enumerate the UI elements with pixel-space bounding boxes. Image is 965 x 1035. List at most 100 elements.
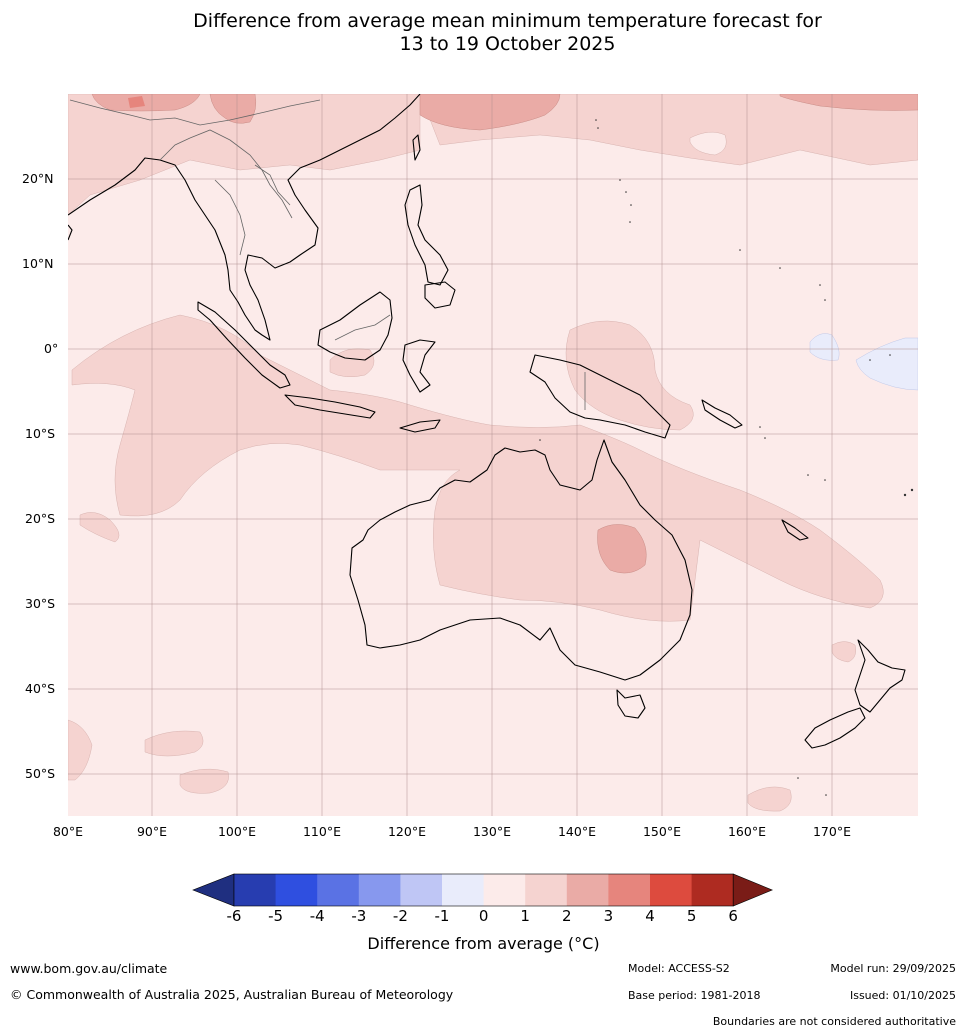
colorbar-arrow-high: [732, 873, 773, 907]
coastline-new-guinea: [529, 354, 671, 439]
anomaly-region-new-guinea: [565, 320, 694, 431]
lon-label-100e: 100°E: [217, 824, 256, 839]
coastline-java: [284, 394, 376, 419]
title-line-2: 13 to 19 October 2025: [399, 33, 616, 55]
coastline-new-caledonia: [781, 519, 809, 541]
colorbar-swatch: [317, 874, 360, 906]
island-dot: [819, 284, 821, 286]
colorbar-swatch: [608, 874, 651, 906]
anomaly-region-east-pacific: [855, 337, 918, 391]
graticule: [68, 94, 918, 816]
colorbar-tick-label: 3: [603, 907, 614, 925]
country-borders: [69, 99, 586, 410]
border-myanmar-thailand: [214, 179, 246, 256]
island-dot: [597, 127, 599, 129]
lon-label-90e: 90°E: [136, 824, 168, 839]
colorbar-tick-label: -5: [268, 907, 284, 925]
lat-label-10s: 10°S: [25, 426, 56, 441]
coastline-new-zealand-north: [854, 639, 906, 713]
island-dot: [824, 299, 826, 301]
footer-model: Model: ACCESS-S2: [628, 962, 730, 975]
island-dot: [889, 354, 891, 356]
island-dot: [807, 474, 809, 476]
anomaly-region-china: [419, 94, 561, 131]
coastline-india-east: [68, 224, 73, 241]
lon-label-170e: 170°E: [812, 824, 851, 839]
colorbar-tick-label: 0: [478, 907, 489, 925]
colorbar-swatch: [275, 874, 318, 906]
pacific-islands: [539, 119, 914, 796]
island-dot: [739, 249, 741, 251]
anomaly-region-southwest-1: [68, 719, 93, 781]
anomaly-region-east-indonesia: [329, 348, 375, 378]
lon-label-160e: 160°E: [727, 824, 766, 839]
anomaly-region-indian-ocean: [71, 314, 884, 622]
lon-label-80e: 80°E: [52, 824, 84, 839]
island-dot: [824, 479, 826, 481]
colorbar-tick-label: -3: [351, 907, 367, 925]
island-dot: [539, 439, 541, 441]
lat-label-0: 0°: [44, 341, 59, 356]
colorbar-swatch: [483, 874, 526, 906]
colorbar-tick-label: 2: [562, 907, 572, 925]
island-dot: [869, 359, 871, 361]
anomaly-region-southern-ocean: [747, 786, 792, 812]
colorbar-swatch: [566, 874, 609, 906]
island-dot: [619, 179, 621, 181]
colorbar-arrow-low: [192, 873, 235, 907]
colorbar-tick-label: 6: [728, 907, 738, 925]
coastline-new-zealand-south: [804, 707, 866, 749]
footer-issued: Issued: 01/10/2025: [849, 989, 956, 1002]
colorbar-tick-label: -2: [392, 907, 408, 925]
anomaly-3-4-regions: [128, 96, 145, 108]
colorbar-tick-label: 4: [645, 907, 655, 925]
island-dot: [625, 191, 627, 193]
island-dot: [629, 221, 631, 223]
lat-label-40s: 40°S: [25, 681, 56, 696]
lon-label-120e: 120°E: [387, 824, 426, 839]
anomaly-region-tibet: [91, 94, 201, 112]
footer-copyright: © Commonwealth of Australia 2025, Austra…: [10, 987, 454, 1002]
anomaly-region-tibet-hot: [128, 96, 145, 108]
lon-label-140e: 140°E: [557, 824, 596, 839]
anomaly-region-tasman: [831, 641, 856, 663]
colorbar-swatch: [234, 874, 277, 906]
coastline-mainland-asia: [68, 94, 421, 341]
coastline-taiwan: [412, 134, 421, 161]
anomaly-region-central-australia: [597, 524, 647, 574]
anomaly-2-3-regions: [91, 94, 918, 574]
island-dot: [779, 267, 781, 269]
colorbar-swatch: [650, 874, 693, 906]
anomaly-region-himalaya: [209, 94, 257, 124]
border-borneo: [334, 314, 391, 341]
coastline-sumatra: [197, 301, 291, 389]
colorbar-tick-label: -6: [226, 907, 242, 925]
colorbar-frame: [233, 873, 734, 907]
colorbar-swatch: [691, 874, 734, 906]
footer-base-period: Base period: 1981-2018: [628, 989, 761, 1002]
footer-disclaimer: Boundaries are not considered authoritat…: [712, 1015, 956, 1028]
colorbar-tick-label: 5: [686, 907, 697, 925]
border-indochina: [159, 129, 293, 219]
anomaly-region-southwest-2: [144, 730, 204, 757]
anomaly-region-west-coast: [79, 512, 120, 543]
colorbar-tick-label: -4: [309, 907, 325, 925]
colorbar-tick-label: 1: [520, 907, 530, 925]
island-dot: [759, 426, 761, 428]
colorbar-tick-label: -1: [434, 907, 450, 925]
coastline-sulawesi: [402, 339, 436, 393]
lat-label-20s: 20°S: [25, 511, 56, 526]
anomaly-region-pacific-island: [689, 131, 727, 156]
lon-label-130e: 130°E: [472, 824, 511, 839]
coastline-solomon-islands: [701, 399, 743, 429]
lat-label-50s: 50°S: [25, 766, 56, 781]
anomaly-region-southwest-3: [179, 768, 229, 794]
island-dot: [764, 437, 766, 439]
coastlines: [68, 94, 906, 749]
map-area: [68, 94, 918, 816]
anomaly-1-2-regions: [68, 94, 918, 812]
map-title: Difference from average mean minimum tem…: [0, 10, 965, 56]
colorbar-label: Difference from average (°C): [367, 934, 600, 953]
island-dot: [797, 777, 799, 779]
